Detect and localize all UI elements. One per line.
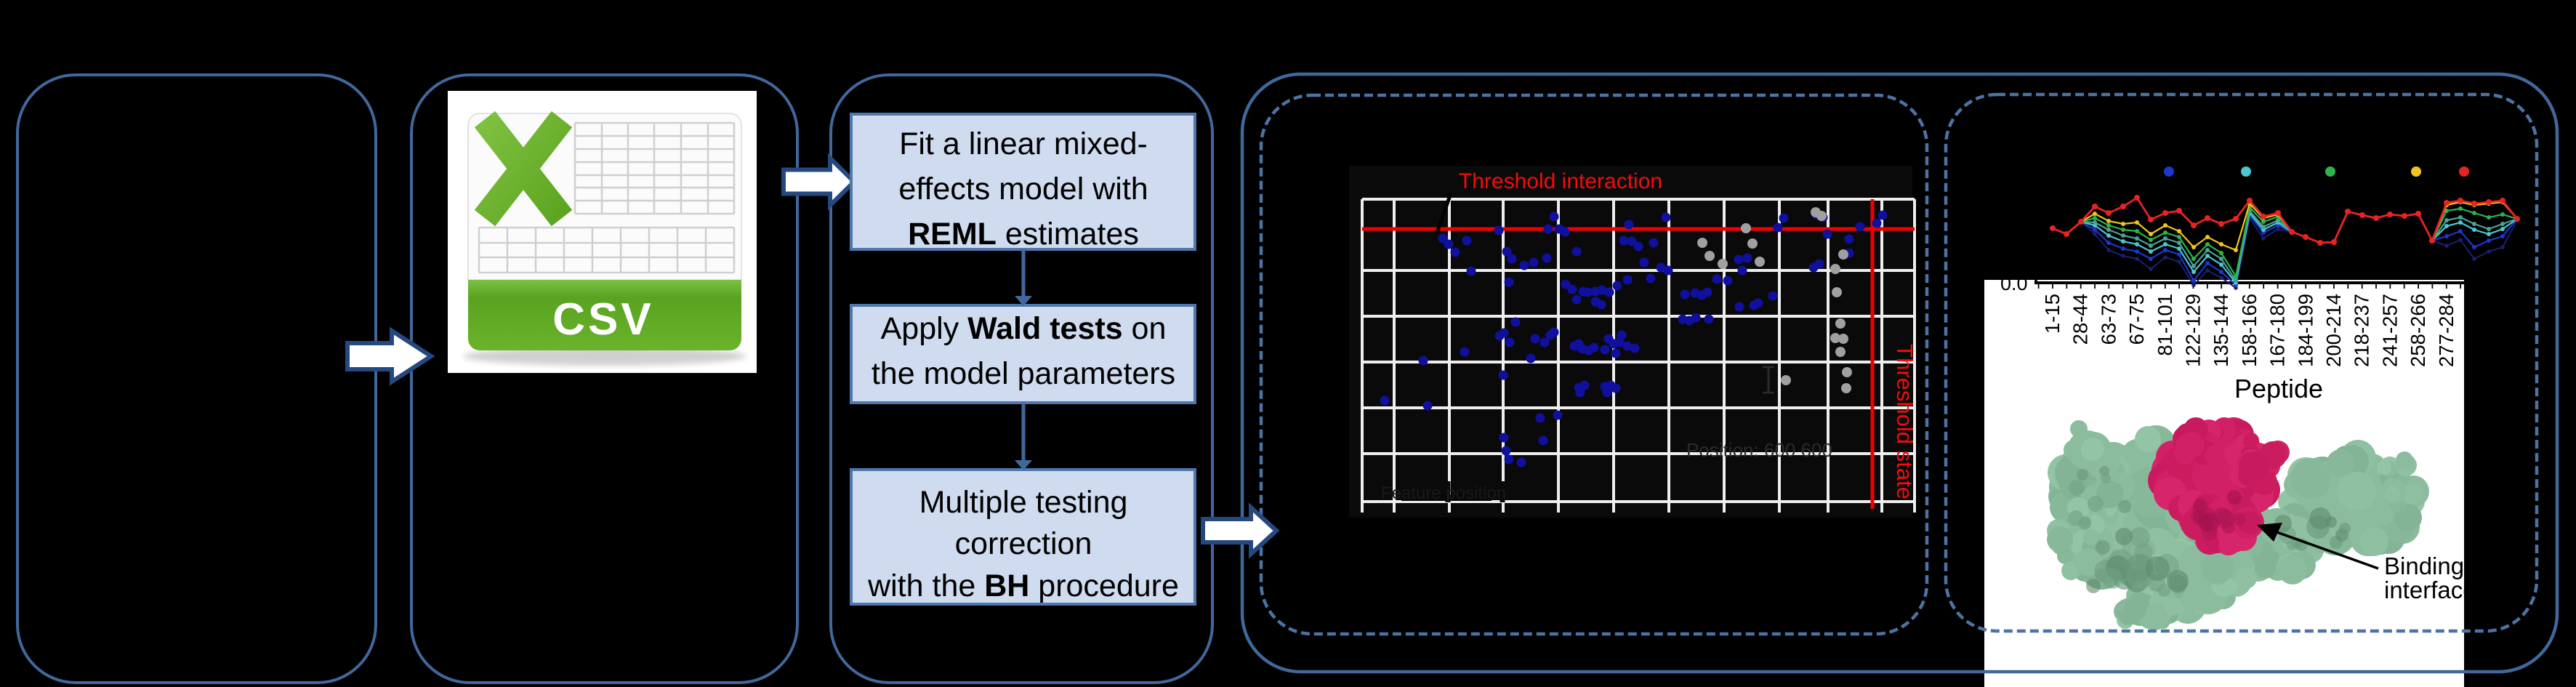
svg-text:Threshold interaction: Threshold interaction <box>1459 169 1662 193</box>
svg-text:the model parameters: the model parameters <box>872 356 1175 391</box>
svg-text:135-144: 135-144 <box>2210 294 2232 367</box>
svg-text:correction: correction <box>955 526 1092 561</box>
svg-text:200-214: 200-214 <box>2322 294 2345 367</box>
svg-text:Multiple testing: Multiple testing <box>919 485 1128 520</box>
svg-text:167-180: 167-180 <box>2266 294 2289 367</box>
svg-text:CSV: CSV <box>552 294 653 345</box>
svg-text:with the BH procedure: with the BH procedure <box>867 569 1179 603</box>
svg-text:158-166: 158-166 <box>2238 294 2261 367</box>
svg-text:REML estimates: REML estimates <box>908 217 1139 252</box>
svg-text:Fit a linear mixed-: Fit a linear mixed- <box>899 126 1148 161</box>
svg-text:Position: 600 600: Position: 600 600 <box>1686 439 1832 461</box>
svg-text:184-199: 184-199 <box>2294 294 2317 367</box>
svg-text:Binding: Binding <box>2384 553 2464 579</box>
svg-text:Threshold state: Threshold state <box>1892 344 1917 499</box>
svg-text:effects model with: effects model with <box>898 172 1148 206</box>
svg-text:218-237: 218-237 <box>2351 294 2373 367</box>
svg-text:81-101: 81-101 <box>2154 294 2176 356</box>
svg-text:Feature position: Feature position <box>1381 483 1506 503</box>
svg-text:Peptide: Peptide <box>2234 374 2323 403</box>
svg-text:0.0: 0.0 <box>2000 273 2028 294</box>
svg-text:67-75: 67-75 <box>2125 294 2148 345</box>
svg-text:Apply Wald tests on: Apply Wald tests on <box>881 311 1167 346</box>
svg-text:241-257: 241-257 <box>2378 294 2401 367</box>
svg-text:28-44: 28-44 <box>2069 294 2092 345</box>
svg-text:277-284: 277-284 <box>2435 294 2458 367</box>
svg-text:1-15: 1-15 <box>2041 294 2064 334</box>
svg-text:63-73: 63-73 <box>2097 294 2120 345</box>
svg-text:258-266: 258-266 <box>2407 294 2429 367</box>
svg-text:122-129: 122-129 <box>2182 294 2205 367</box>
svg-text:interface: interface <box>2384 576 2476 603</box>
